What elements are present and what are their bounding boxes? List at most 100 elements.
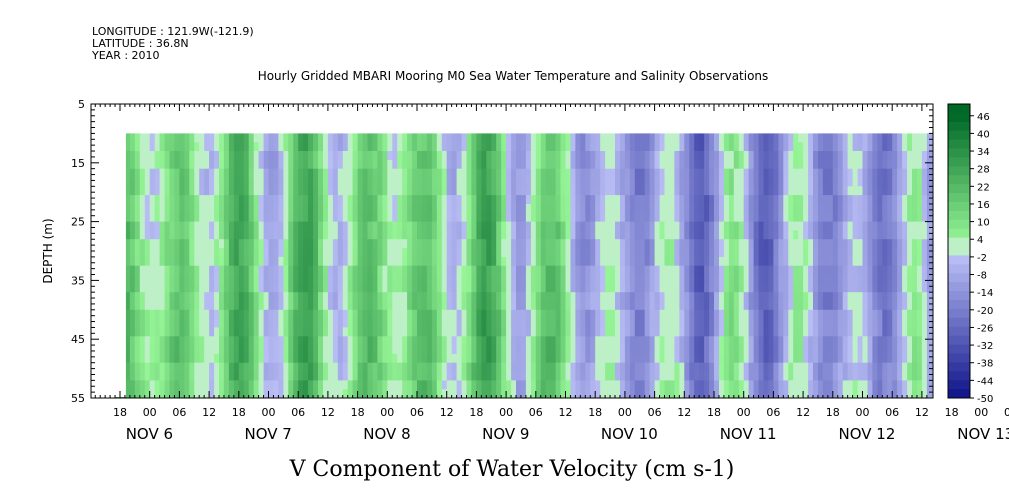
colorbar-label: 4	[977, 235, 983, 246]
colorbar-swatch	[948, 112, 970, 123]
x-tick-label: 18	[232, 406, 246, 419]
colorbar-swatch	[948, 371, 970, 381]
colorbar-swatch	[948, 228, 970, 239]
x-day-label: NOV 9	[482, 425, 529, 443]
colorbar-label: 46	[977, 112, 990, 123]
x-tick-label: 06	[1004, 406, 1009, 419]
x-tick-label: 12	[796, 406, 810, 419]
x-day-label: NOV 6	[126, 425, 173, 443]
x-tick-label: 12	[440, 406, 454, 419]
colorbar-label: -44	[977, 376, 993, 387]
x-day-label: NOV 8	[363, 425, 410, 443]
colorbar-label: 34	[977, 147, 990, 158]
x-tick-label: 00	[856, 406, 870, 419]
y-tick-label: 15	[71, 157, 85, 170]
x-tick-label: 00	[499, 406, 513, 419]
colorbar-swatch	[948, 139, 970, 149]
colorbar-swatch	[948, 389, 970, 399]
y-tick-label: 5	[78, 98, 85, 111]
colorbar-swatch	[948, 193, 970, 203]
x-day-label: NOV 11	[720, 425, 777, 443]
colorbar-label: -50	[977, 394, 993, 405]
x-tick-label: 06	[885, 406, 899, 419]
y-axis-label: DEPTH (m)	[41, 218, 55, 283]
y-tick-label: 25	[71, 216, 85, 229]
colorbar-label: -32	[977, 341, 993, 352]
colorbar-swatch	[948, 175, 970, 185]
x-tick-label: 18	[945, 406, 959, 419]
colorbar-label: -38	[977, 359, 993, 370]
colorbar-swatch	[948, 104, 970, 114]
x-tick-label: 06	[648, 406, 662, 419]
colorbar-label: 40	[977, 129, 990, 140]
colorbar-swatch	[948, 157, 970, 167]
x-axis: 18 00 06 12 18 00 06 12 18 00 06 12 18 00 06 12 18 00 06 12…	[94, 104, 1009, 443]
x-tick-label: 00	[974, 406, 988, 419]
colorbar-swatch	[948, 291, 970, 301]
colorbar-swatch	[948, 148, 970, 158]
x-tick-label: 00	[380, 406, 394, 419]
y-tick-label: 35	[71, 274, 85, 287]
colorbar-swatch	[948, 317, 970, 328]
x-day-label: NOV 10	[601, 425, 658, 443]
x-tick-label: 12	[677, 406, 691, 419]
colorbar-label: 16	[977, 200, 990, 211]
x-tick-label: 12	[559, 406, 573, 419]
longitude-label: LONGITUDE : 121.9W(-121.9)	[92, 25, 254, 38]
latitude-label: LATITUDE : 36.8N	[92, 37, 189, 50]
colorbar-swatch	[948, 353, 970, 363]
y-tick-label: 55	[71, 392, 85, 405]
x-tick-label: 00	[737, 406, 751, 419]
colorbar-swatch	[948, 184, 970, 194]
x-tick-label: 00	[618, 406, 632, 419]
colorbar-swatch	[948, 255, 970, 265]
x-tick-label: 18	[113, 406, 127, 419]
colorbar-swatch	[948, 362, 970, 372]
x-axis-label: V Component of Water Velocity (cm s-1)	[289, 457, 735, 482]
x-tick-label: 00	[262, 406, 276, 419]
colorbar-swatch	[948, 308, 970, 319]
x-tick-label: 18	[469, 406, 483, 419]
colorbar-frame	[947, 103, 971, 399]
colorbar-label: -26	[977, 323, 993, 334]
no-data-region	[92, 105, 126, 397]
y-axis: 5 15 25 35 45 55	[71, 98, 933, 405]
colorbar-swatch	[948, 326, 970, 337]
colorbar-label: -20	[977, 306, 993, 317]
heatmap-field	[92, 105, 933, 399]
x-tick-label: 18	[351, 406, 365, 419]
x-tick-label: 06	[766, 406, 780, 419]
colorbar-swatch	[948, 264, 970, 274]
colorbar-swatch	[948, 273, 970, 283]
colorbar-label: 22	[977, 182, 990, 193]
x-day-label: NOV 7	[245, 425, 292, 443]
x-tick-label: 00	[143, 406, 157, 419]
colorbar-swatch	[948, 344, 970, 354]
colorbar-label: -14	[977, 288, 993, 299]
colorbar-swatch	[948, 237, 970, 247]
colorbar-swatch	[948, 380, 970, 390]
colorbar-swatch	[948, 166, 970, 176]
y-tick-label: 45	[71, 333, 85, 346]
colorbar-swatch	[948, 210, 970, 221]
colorbar-swatch	[948, 300, 970, 310]
colorbar-label: -2	[977, 253, 987, 264]
colorbar-swatch	[948, 202, 970, 212]
colorbar-swatch	[948, 121, 970, 132]
x-tick-label: 06	[291, 406, 305, 419]
x-tick-label: 12	[202, 406, 216, 419]
x-tick-label: 12	[915, 406, 929, 419]
x-tick-label: 18	[826, 406, 840, 419]
colorbar-swatch	[948, 335, 970, 345]
x-tick-label: 12	[321, 406, 335, 419]
colorbar-swatch	[948, 130, 970, 141]
x-tick-label: 18	[707, 406, 721, 419]
colorbar-label: 10	[977, 218, 990, 229]
x-tick-label: 06	[172, 406, 186, 419]
colorbar-label: -8	[977, 271, 987, 282]
x-tick-label: 06	[529, 406, 543, 419]
colorbar-swatch	[948, 219, 970, 230]
year-label: YEAR : 2010	[91, 49, 160, 62]
x-tick-label: 06	[410, 406, 424, 419]
